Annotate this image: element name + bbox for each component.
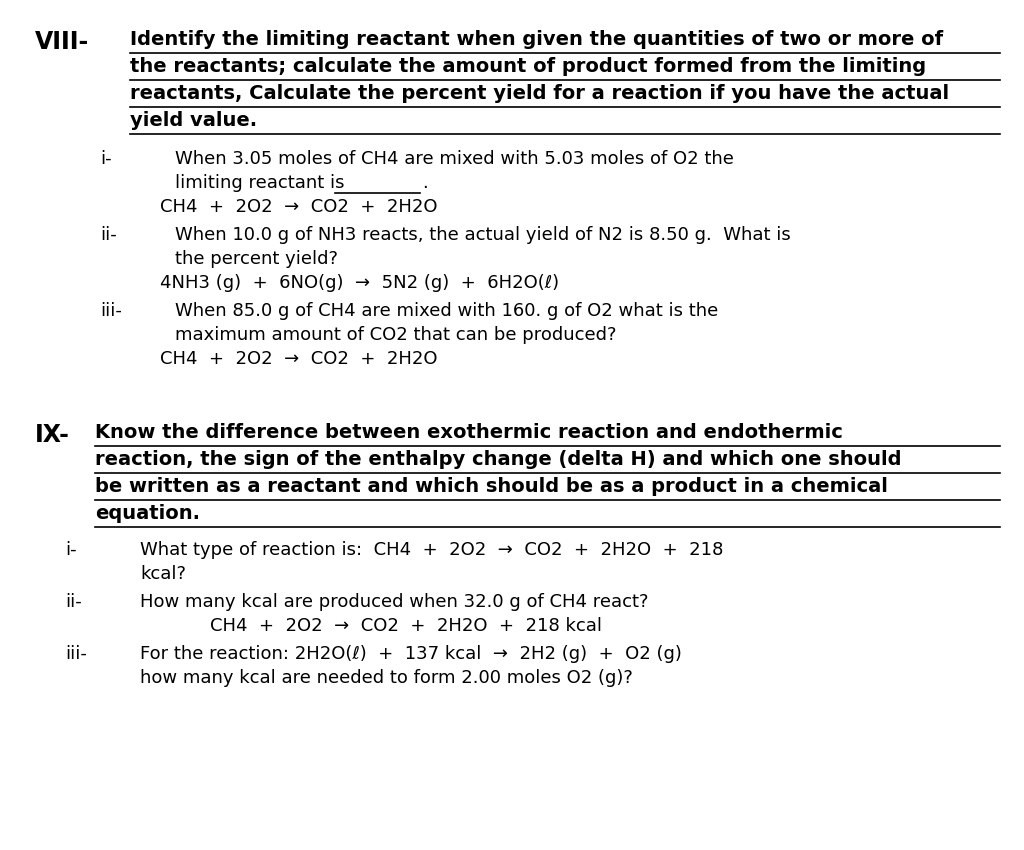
- Text: be written as a reactant and which should be as a product in a chemical: be written as a reactant and which shoul…: [95, 477, 888, 496]
- Text: When 10.0 g of NH3 reacts, the actual yield of N2 is 8.50 g.  What is: When 10.0 g of NH3 reacts, the actual yi…: [175, 226, 791, 244]
- Text: 4NH3 (g)  +  6NO(g)  →  5N2 (g)  +  6H2O(ℓ): 4NH3 (g) + 6NO(g) → 5N2 (g) + 6H2O(ℓ): [160, 274, 559, 292]
- Text: yield value.: yield value.: [130, 111, 257, 130]
- Text: i-: i-: [100, 150, 112, 168]
- Text: how many kcal are needed to form 2.00 moles O2 (g)?: how many kcal are needed to form 2.00 mo…: [140, 669, 633, 687]
- Text: CH4  +  2O2  →  CO2  +  2H2O  +  218 kcal: CH4 + 2O2 → CO2 + 2H2O + 218 kcal: [210, 617, 602, 635]
- Text: limiting reactant is: limiting reactant is: [175, 174, 344, 192]
- Text: iii-: iii-: [100, 302, 122, 320]
- Text: Identify the limiting reactant when given the quantities of two or more of: Identify the limiting reactant when give…: [130, 30, 943, 49]
- Text: i-: i-: [65, 541, 77, 559]
- Text: IX-: IX-: [35, 423, 70, 447]
- Text: the reactants; calculate the amount of product formed from the limiting: the reactants; calculate the amount of p…: [130, 57, 926, 76]
- Text: ii-: ii-: [100, 226, 117, 244]
- Text: equation.: equation.: [95, 504, 200, 523]
- Text: kcal?: kcal?: [140, 565, 186, 583]
- Text: When 85.0 g of CH4 are mixed with 160. g of O2 what is the: When 85.0 g of CH4 are mixed with 160. g…: [175, 302, 718, 320]
- Text: iii-: iii-: [65, 645, 87, 663]
- Text: CH4  +  2O2  →  CO2  +  2H2O: CH4 + 2O2 → CO2 + 2H2O: [160, 350, 437, 368]
- Text: Know the difference between exothermic reaction and endothermic: Know the difference between exothermic r…: [95, 423, 843, 442]
- Text: .: .: [422, 174, 428, 192]
- Text: VIII-: VIII-: [35, 30, 89, 54]
- Text: How many kcal are produced when 32.0 g of CH4 react?: How many kcal are produced when 32.0 g o…: [140, 593, 648, 611]
- Text: ii-: ii-: [65, 593, 82, 611]
- Text: the percent yield?: the percent yield?: [175, 250, 338, 268]
- Text: When 3.05 moles of CH4 are mixed with 5.03 moles of O2 the: When 3.05 moles of CH4 are mixed with 5.…: [175, 150, 734, 168]
- Text: What type of reaction is:  CH4  +  2O2  →  CO2  +  2H2O  +  218: What type of reaction is: CH4 + 2O2 → CO…: [140, 541, 723, 559]
- Text: CH4  +  2O2  →  CO2  +  2H2O: CH4 + 2O2 → CO2 + 2H2O: [160, 198, 437, 216]
- Text: maximum amount of CO2 that can be produced?: maximum amount of CO2 that can be produc…: [175, 326, 616, 344]
- Text: reactants, Calculate the percent yield for a reaction if you have the actual: reactants, Calculate the percent yield f…: [130, 84, 949, 103]
- Text: For the reaction: 2H2O(ℓ)  +  137 kcal  →  2H2 (g)  +  O2 (g): For the reaction: 2H2O(ℓ) + 137 kcal → 2…: [140, 645, 682, 663]
- Text: reaction, the sign of the enthalpy change (delta H) and which one should: reaction, the sign of the enthalpy chang…: [95, 450, 901, 469]
